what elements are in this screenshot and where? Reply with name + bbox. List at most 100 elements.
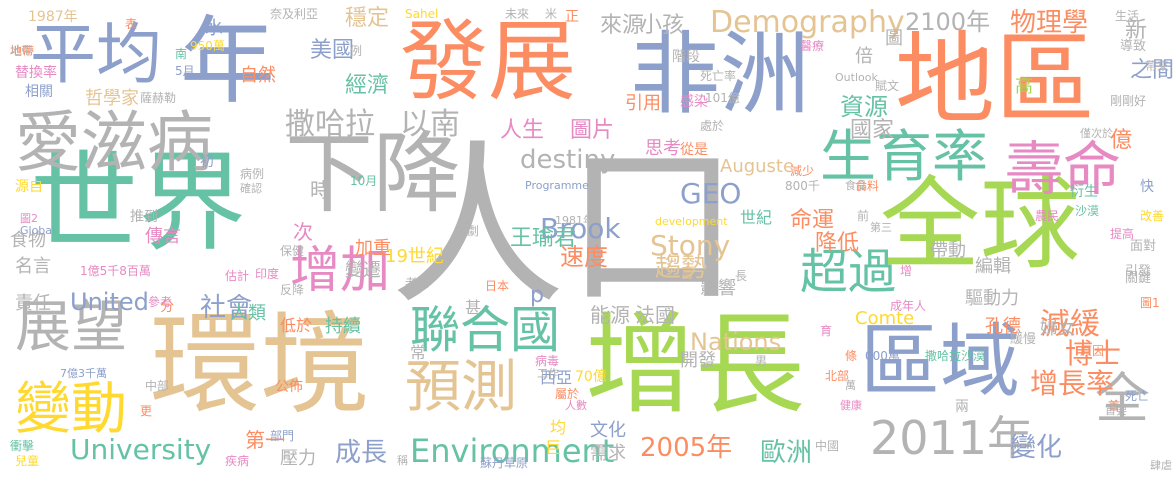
word-shengyulu: 生育率 [820, 125, 988, 190]
word-yindu: 印度 [255, 267, 280, 281]
word-diyi: 第一 [245, 428, 285, 452]
word-mingyan: 名言 [15, 256, 51, 277]
word-tu: 圖 [885, 28, 903, 49]
word-gaishan: 改善 [1140, 209, 1165, 223]
word-zeren: 責任 [15, 293, 51, 314]
word-nan2: 男 [755, 354, 768, 368]
word-comte: Comte [855, 308, 915, 329]
word-chaoguo: 超過 [800, 244, 897, 300]
word-ziran: 自然 [240, 65, 276, 86]
word-sihou: 思考 [645, 138, 681, 159]
word-yiliao: 醫療 [800, 39, 825, 53]
word-shui: 水 [205, 18, 223, 39]
word-qian800: 800千 [785, 179, 820, 193]
word-bingdu: 病毒 [535, 354, 560, 368]
word-bianqian: 變遷 [345, 260, 381, 281]
word-nian: 年 [180, 7, 276, 117]
word-bianji: 編輯 [975, 256, 1011, 277]
word-shouming: 壽命 [1005, 135, 1122, 203]
word-shi: 時 [310, 178, 330, 202]
word-tuidao: 推到 [130, 209, 158, 225]
word-nengyuan: 能源 [590, 303, 630, 327]
word-guanjian: 關鍵 [1125, 271, 1152, 286]
word-biao: 表 [125, 17, 138, 31]
word-y2100: 2100年 [905, 8, 991, 36]
word-development: development [655, 215, 728, 228]
word-yi: 億 [1110, 128, 1133, 153]
word-bei: 倍 [855, 46, 873, 67]
word-xiangguan: 相關 [25, 84, 53, 100]
word-zheng: 正 [565, 9, 579, 25]
word-yingxiang: 影響 [700, 278, 736, 299]
word-dibu: 地帶 [10, 44, 35, 58]
word-sahaun: 薩赫勒 [140, 91, 177, 105]
word-jiankang: 健康 [840, 399, 862, 412]
word-y2011: 2011年 [870, 411, 1034, 465]
word-kaifa: 開發 [680, 350, 716, 371]
word-renshen: 人生 [500, 118, 545, 143]
word-yinan: 以南 [400, 107, 460, 142]
word-ertong: 兒童 [15, 454, 40, 468]
word-qudongli: 驅動力 [965, 288, 1019, 309]
word-destiny: destiny [520, 145, 616, 175]
word-zengzhang: 增長 [585, 301, 805, 429]
word-baojian: 保健 [280, 244, 305, 258]
word-quanqiu: 全球 [880, 166, 1080, 283]
word-quyu: 區域 [860, 315, 1020, 408]
word-gujie: 估計 [225, 269, 250, 283]
word-jianhuan: 減緩 [1040, 307, 1100, 342]
word-nongmin: 農民 [1035, 209, 1060, 223]
word-y1987: 1987年 [28, 9, 78, 25]
word-quan: 全 [1095, 367, 1149, 430]
word-xxx: 肆虐 [1150, 459, 1172, 472]
word-mingyun: 命運 [790, 208, 835, 233]
word-bianhua: 變化 [1010, 433, 1063, 463]
word-p: p [530, 283, 544, 308]
word-shijie: 世界 [30, 141, 247, 266]
word-shouyi: 首 [1108, 399, 1119, 412]
word-bumen: 部門 [270, 429, 295, 443]
word-shiji: 世紀 [740, 208, 773, 227]
word-wenhua: 文化 [590, 420, 626, 441]
word-beibu: 北部 [825, 369, 850, 383]
word-cankao: 參考 [148, 295, 173, 309]
word-aizibing: 愛滋病 [15, 104, 213, 181]
word-jiangzhu: 加劇 [455, 224, 480, 238]
word-zhanwang: 展望 [15, 295, 127, 360]
word-xiaohai: 小孩 [640, 13, 685, 38]
word-diyu: 低於 [280, 316, 313, 335]
word-sahala: 撒哈拉 [285, 107, 375, 142]
word-xin: 新 [1125, 18, 1148, 43]
word-yanshi: 衍生 [1070, 184, 1098, 200]
word-yan: 言 [680, 266, 694, 282]
word-dishou: 地帶 [10, 44, 32, 57]
word-sahel: Sahel [405, 7, 439, 21]
word-congshi: 從是 [680, 142, 708, 158]
word-di: 底 [470, 164, 483, 178]
word-shenghuo: 生活 [1115, 9, 1140, 23]
word-yu: 育 [820, 324, 833, 338]
word-c19: 19世紀 [385, 246, 444, 267]
word-yali: 壓力 [280, 448, 316, 469]
word-meiguo: 美國 [310, 38, 355, 63]
word-shiwu: 食物 [10, 230, 46, 251]
word-nations: Nations [690, 328, 782, 356]
word-chengzhang: 成長 [335, 438, 388, 468]
word-y2005: 2005年 [640, 433, 733, 463]
word-chuyu: 處於 [700, 119, 725, 133]
word-zhang: 長 [735, 269, 748, 283]
word-wangyujun: 王瑜君 [510, 226, 577, 251]
word-tu1: 圖1 [1140, 296, 1160, 310]
word-sahashamo: 撒哈拉沙漠 [925, 349, 986, 363]
word-mianlin: 面對 [1130, 239, 1157, 254]
word-chu: 初 [200, 154, 214, 170]
word-huanjing: 環境 [150, 301, 370, 429]
word-environment: Environment [410, 432, 615, 470]
word-united: United [70, 288, 149, 316]
word-zhongguo: 中國 [815, 439, 840, 453]
word-shuyu: 屬於 [555, 387, 580, 401]
word-zhongdi: 帶來 [1145, 59, 1170, 73]
word-shamo: 沙漠 [1075, 204, 1100, 218]
word-shiwu2: 食料 [855, 179, 880, 193]
word-siwanglu: 死亡率 [700, 69, 737, 83]
